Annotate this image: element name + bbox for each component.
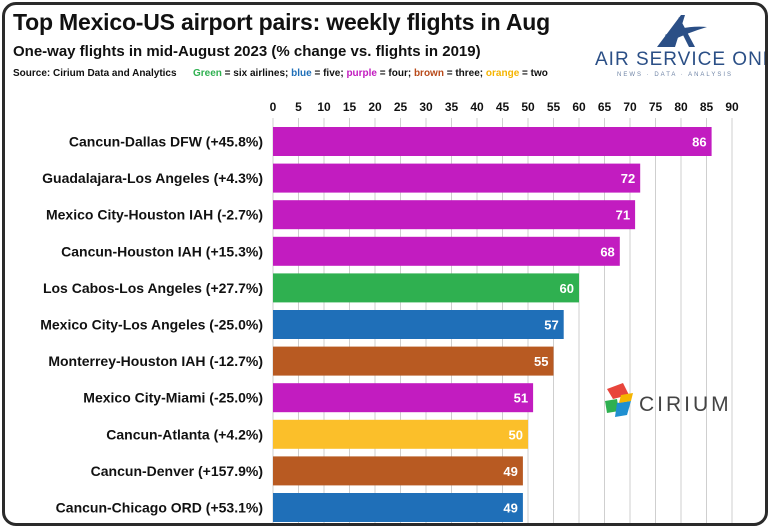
data-label-2: 71 [616, 208, 630, 223]
cirium-watermark: CIRIUM [603, 381, 743, 421]
source-note: Source: Cirium Data and Analytics [13, 68, 177, 79]
chart-title: Top Mexico-US airport pairs: weekly flig… [13, 9, 550, 35]
data-label-4: 60 [560, 281, 574, 296]
category-label-6: Monterrey-Houston IAH (-12.7%) [48, 353, 263, 369]
legend-text-2: = four; [377, 68, 414, 79]
x-tick-label-13: 65 [598, 100, 612, 114]
chart-subtitle: One-way flights in mid-August 2023 (% ch… [13, 43, 481, 60]
bar-3 [273, 236, 620, 266]
bar-0 [273, 127, 712, 156]
x-tick-label-12: 60 [572, 100, 586, 114]
x-tick-label-4: 20 [368, 100, 382, 114]
category-label-1: Guadalajara-Los Angeles (+4.3%) [42, 170, 263, 186]
bar-5 [273, 310, 564, 339]
bar-6 [273, 346, 554, 376]
bar-10 [273, 493, 523, 522]
legend-text-0: = six airlines; [221, 68, 292, 79]
data-label-0: 86 [692, 135, 706, 150]
bar-9 [273, 456, 523, 486]
air-service-one-logo: AIR SERVICE ONE NEWS · DATA · ANALYSIS [595, 11, 768, 81]
data-label-7: 51 [514, 391, 528, 406]
x-tick-label-5: 25 [394, 100, 408, 114]
x-tick-label-6: 30 [419, 100, 433, 114]
x-tick-label-7: 35 [445, 100, 459, 114]
category-label-0: Cancun-Dallas DFW (+45.8%) [69, 134, 263, 150]
category-label-7: Mexico City-Miami (-25.0%) [83, 390, 263, 406]
stylized-a-plane-icon [657, 15, 707, 47]
bar-1 [273, 163, 641, 193]
x-tick-label-11: 55 [547, 100, 561, 114]
data-label-8: 50 [509, 427, 523, 442]
x-tick-label-2: 10 [317, 100, 331, 114]
x-tick-label-17: 85 [700, 100, 714, 114]
x-tick-label-18: 90 [725, 100, 739, 114]
x-tick-label-8: 40 [470, 100, 484, 114]
data-label-1: 72 [621, 171, 635, 186]
bar-chart: 0 5 10 15 20 25 30 35 40 45 50 55 60 65 70 75 80 85 90 Canc… [40, 100, 739, 523]
legend-key-4: orange [485, 68, 520, 79]
data-label-5: 57 [544, 318, 558, 333]
legend-key-2: purple [346, 68, 377, 79]
bar-4 [273, 273, 579, 303]
legend-text-3: = three; [443, 68, 486, 79]
data-label-6: 55 [534, 354, 548, 369]
bar-8 [273, 419, 528, 449]
category-label-3: Cancun-Houston IAH (+15.3%) [61, 243, 263, 259]
legend-key-0: Green [193, 68, 222, 79]
x-tick-label-9: 45 [496, 100, 510, 114]
x-tick-label-3: 15 [343, 100, 357, 114]
category-label-5: Mexico City-Los Angeles (-25.0%) [40, 317, 263, 333]
category-label-9: Cancun-Denver (+157.9%) [91, 463, 263, 479]
legend-key-1: blue [291, 68, 312, 79]
category-label-2: Mexico City-Houston IAH (-2.7%) [46, 207, 263, 223]
x-tick-label-10: 50 [521, 100, 535, 114]
x-tick-label-1: 5 [295, 100, 302, 114]
data-label-10: 49 [503, 501, 517, 516]
category-label-8: Cancun-Atlanta (+4.2%) [106, 426, 263, 442]
legend-text-1: = five; [311, 68, 347, 79]
x-tick-label-14: 70 [623, 100, 637, 114]
brand-name: AIR SERVICE ONE [595, 49, 768, 70]
legend-key-3: brown [413, 68, 444, 79]
bar-2 [273, 200, 636, 230]
color-legend: Green = six airlines; blue = five; purpl… [193, 68, 548, 79]
x-tick-label-16: 80 [674, 100, 688, 114]
data-label-3: 68 [600, 244, 614, 259]
category-label-4: Los Cabos-Los Angeles (+27.7%) [43, 280, 263, 296]
cirium-logo-icon [605, 383, 633, 417]
bar-7 [273, 383, 534, 413]
legend-text-4: = two [519, 68, 548, 79]
x-tick-label-15: 75 [649, 100, 663, 114]
category-label-10: Cancun-Chicago ORD (+53.1%) [56, 500, 263, 516]
x-tick-label-0: 0 [270, 100, 277, 114]
cirium-wordmark: CIRIUM [639, 393, 732, 416]
brand-tagline: NEWS · DATA · ANALYSIS [616, 72, 733, 78]
data-label-9: 49 [503, 464, 517, 479]
